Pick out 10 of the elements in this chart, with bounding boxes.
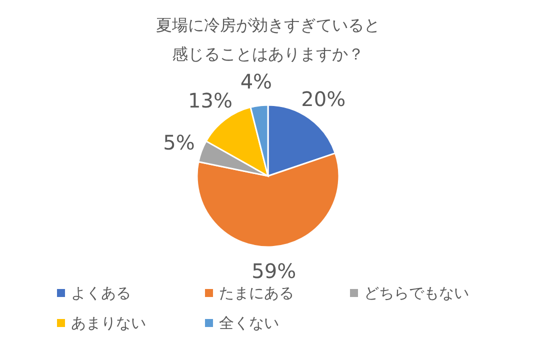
data-label: 4% (240, 70, 272, 94)
legend-label: よくある (71, 284, 131, 302)
legend-label: たまにある (219, 284, 294, 302)
chart-title: 夏場に冷房が効きすぎていると感じることはありますか？ (156, 16, 380, 64)
data-label: 59% (252, 258, 296, 283)
data-label: 20% (301, 86, 346, 111)
legend-label: あまりない (71, 314, 146, 332)
legend-label: 全くない (219, 314, 279, 332)
data-label: 5% (163, 130, 195, 155)
data-label: 13% (188, 88, 232, 113)
